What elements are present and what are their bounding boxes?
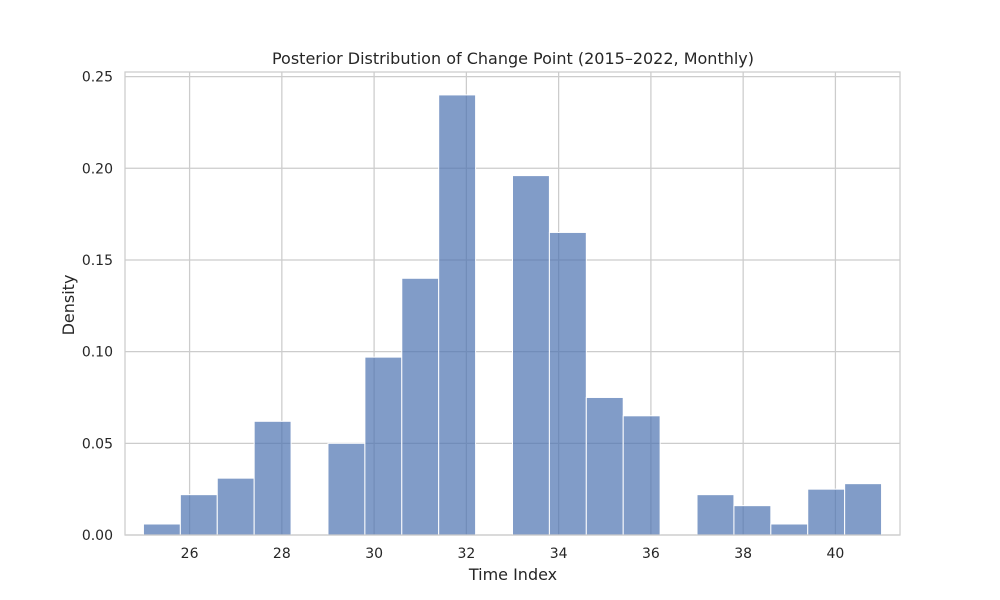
bars	[142, 94, 883, 536]
histogram-bar	[585, 396, 624, 536]
y-tick-label: 0.00	[82, 528, 113, 544]
histogram-bar	[770, 523, 809, 536]
x-tick-label: 26	[181, 546, 199, 562]
y-tick-labels: 0.00 0.05 0.10 0.15 0.20 0.25	[82, 70, 113, 544]
histogram-bar	[548, 231, 587, 536]
histogram-bar	[364, 356, 403, 536]
y-axis-label: Density	[59, 275, 78, 336]
histogram-bar	[401, 277, 440, 536]
histogram-bar	[733, 505, 772, 536]
histogram-bar	[253, 420, 292, 536]
histogram-bar	[327, 442, 366, 536]
histogram-bar	[807, 488, 846, 536]
chart-title: Posterior Distribution of Change Point (…	[272, 49, 754, 68]
x-tick-label: 34	[550, 546, 568, 562]
x-axis-label: Time Index	[468, 565, 557, 584]
x-tick-labels: 26 28 30 32 34 36 38 40	[181, 546, 845, 562]
x-tick-label: 28	[273, 546, 291, 562]
histogram-bar	[512, 175, 550, 536]
y-tick-label: 0.10	[82, 345, 113, 361]
x-tick-label: 40	[827, 546, 845, 562]
histogram-bar	[142, 523, 181, 536]
plot-frame	[124, 71, 901, 536]
x-tick-label: 36	[642, 546, 660, 562]
histogram-bar	[622, 415, 661, 536]
y-tick-label: 0.25	[82, 70, 113, 86]
x-tick-label: 32	[457, 546, 475, 562]
y-tick-label: 0.15	[82, 253, 113, 269]
y-tick-label: 0.20	[82, 161, 113, 177]
y-tick-label: 0.05	[82, 436, 113, 452]
x-tick-label: 38	[734, 546, 752, 562]
histogram-bar	[696, 494, 735, 536]
histogram-bar	[179, 494, 218, 536]
histogram-bar	[844, 483, 883, 536]
histogram-bar	[216, 477, 255, 536]
x-tick-label: 30	[365, 546, 383, 562]
grid-lines	[125, 72, 900, 536]
histogram-bar	[438, 94, 477, 536]
